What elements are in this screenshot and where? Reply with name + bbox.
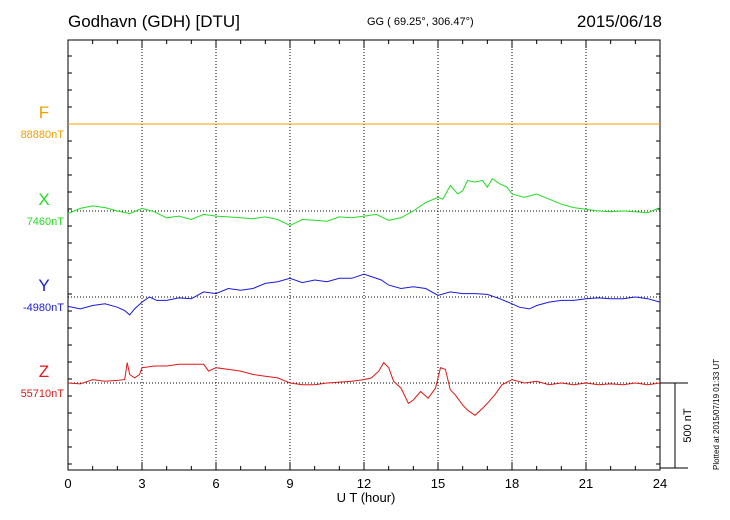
x-tick-label: 3: [138, 476, 145, 491]
scale-bar: 500 nT: [660, 382, 694, 469]
baseline-value-z: 55710nT: [21, 388, 65, 400]
chart-date: 2015/06/18: [576, 12, 662, 31]
scale-bar-label: 500 nT: [682, 408, 694, 443]
series-name-f: F: [39, 103, 49, 122]
trace-y: [67, 273, 661, 316]
station-title: Godhavn (GDH) [DTU]: [68, 12, 240, 31]
series-name-x: X: [38, 190, 49, 209]
plot-frame: [67, 39, 661, 471]
x-tick-label: 0: [64, 476, 71, 491]
baseline-value-f: 88880nT: [21, 129, 65, 141]
x-tick-label: 9: [286, 476, 293, 491]
plot-border: [67, 39, 661, 471]
station-coordinates: GG ( 69.25°, 306.47°): [367, 16, 474, 28]
x-tick-label: 21: [579, 476, 593, 491]
x-tick-label: 18: [505, 476, 519, 491]
x-tick-label: 15: [431, 476, 445, 491]
baseline-value-x: 7460nT: [27, 216, 65, 228]
series-name-z: Z: [39, 362, 49, 381]
x-axis-label: U T (hour): [337, 490, 396, 505]
trace-z: [67, 361, 661, 416]
baseline-value-y: -4980nT: [23, 302, 64, 314]
x-tick-label: 12: [357, 476, 371, 491]
series-name-y: Y: [38, 276, 49, 295]
x-tick-labels: 0 3 6 9 12 15 18 21 24: [64, 476, 667, 491]
x-tick-label: 6: [212, 476, 219, 491]
plotted-timestamp: Plotted at 2015/07/19 01:33 UT: [712, 358, 721, 470]
grid-lines: [68, 40, 660, 470]
series-labels: F 88880nT X 7460nT Y -4980nT Z 55710nT: [21, 103, 65, 400]
x-tick-label: 24: [653, 476, 667, 491]
trace-x: [67, 177, 661, 226]
series-traces: [67, 123, 661, 416]
